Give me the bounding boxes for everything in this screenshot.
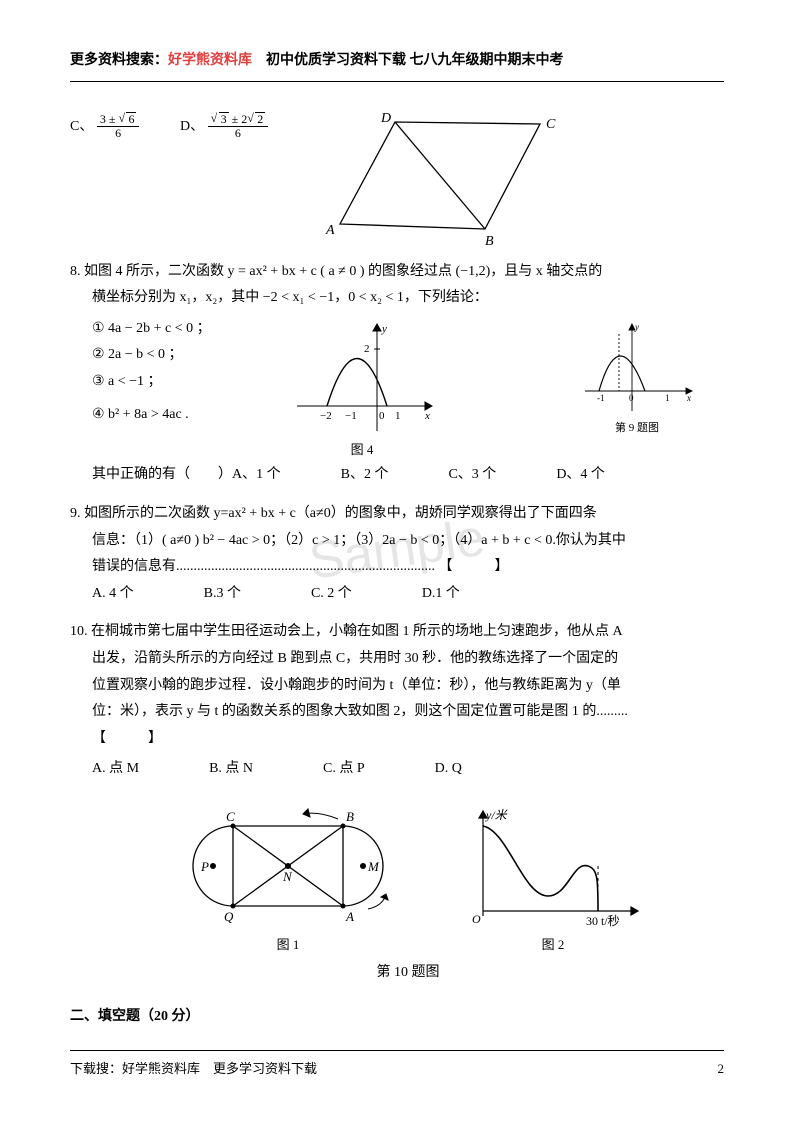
svg-text:x: x	[686, 393, 691, 403]
q10-c: C. 点 P	[323, 756, 365, 783]
q9-smallfig-label: 第 9 题图	[577, 418, 697, 439]
q8-line1: 8. 如图 4 所示，二次函数 y = ax² + bx + c ( a ≠ 0…	[70, 259, 724, 286]
q9-l1: 9. 如图所示的二次函数 y=ax² + bx + c（a≠0）的图象中，胡娇同…	[70, 501, 724, 528]
q10-d: D. Q	[435, 756, 462, 783]
q10-b: B. 点 N	[209, 756, 253, 783]
q8-opt-d: D、4 个	[556, 462, 605, 489]
svg-text:0: 0	[379, 410, 385, 422]
q8-opt-b: B、2 个	[341, 462, 389, 489]
fig4-label: 图 4	[287, 438, 437, 463]
q9-c: C. 2 个	[311, 581, 352, 608]
svg-text:N: N	[282, 869, 293, 884]
page-footer: 下载搜：好学熊资料库 更多学习资料下载 2	[70, 1050, 724, 1082]
question-9: 9. 如图所示的二次函数 y=ax² + bx + c（a≠0）的图象中，胡娇同…	[70, 501, 724, 607]
svg-text:2: 2	[364, 343, 370, 355]
q8-stmt4: ④ b² + 8a > 4ac .	[92, 402, 247, 429]
fig1-label: 图 1	[168, 933, 408, 958]
svg-text:y: y	[634, 322, 639, 332]
header-lead: 更多资料搜索：	[70, 53, 168, 68]
q10-l3: 位置观察小翰的跑步过程．设小翰跑步的时间为 t（单位：秒），他与教练距离为 y（…	[92, 673, 724, 700]
svg-text:A: A	[345, 909, 354, 924]
svg-text:M: M	[367, 859, 380, 874]
q8-stmt2: ② 2a − b < 0 ；	[92, 342, 247, 369]
svg-text:C: C	[546, 117, 556, 132]
fig2-label: 图 2	[458, 933, 648, 958]
q10-figmain: 第 10 题图	[92, 960, 724, 987]
svg-text:0: 0	[629, 393, 634, 403]
question-10: 10. 在桐城市第七届中学生田径运动会上，小翰在如图 1 所示的场地上匀速跑步，…	[70, 619, 724, 986]
svg-text:1: 1	[665, 393, 670, 403]
svg-text:y: y	[381, 323, 387, 335]
header-tail: 初中优质学习资料下载 七八九年级期中期末中考	[252, 53, 564, 68]
figure-q9-small: -1 0 1 y x 第 9 题图	[577, 316, 697, 439]
q10-l4: 位：米），表示 y 与 t 的函数关系的图象大致如图 2，则这个固定位置可能是图…	[92, 699, 724, 726]
header-red: 好学熊资料库	[168, 53, 252, 68]
q10-brackets: 【 】	[92, 726, 724, 753]
svg-text:−1: −1	[345, 410, 357, 422]
q8-choices-lead: 其中正确的有（ ）A、1 个	[92, 462, 281, 489]
parallelogram-figure: A B C D	[310, 104, 570, 249]
q8-opt-c: C、3 个	[448, 462, 496, 489]
page-number: 2	[718, 1057, 725, 1082]
option-d: D、 3 ± 226	[180, 104, 310, 142]
dotted-line: ........................................…	[176, 559, 435, 574]
q8-line2: 横坐标分别为 x₁，x₂，其中 −2 < x₁ < −1，0 < x₂ < 1，…	[92, 285, 724, 312]
figure-2-curve: y/米 O 30 t/秒 图 2	[458, 801, 648, 958]
svg-text:B: B	[346, 809, 354, 824]
svg-text:O: O	[472, 912, 481, 926]
q8-stmt3: ③ a < −1 ；	[92, 369, 247, 396]
svg-text:C: C	[226, 809, 235, 824]
svg-text:30 t/秒: 30 t/秒	[586, 914, 620, 928]
footer-left: 下载搜：好学熊资料库 更多学习资料下载	[70, 1057, 317, 1082]
q9-b: B.3 个	[204, 581, 241, 608]
q9-d: D.1 个	[422, 581, 460, 608]
option-c: C、 3 ± 66	[70, 104, 180, 142]
svg-text:P: P	[200, 859, 209, 874]
q10-l1: 10. 在桐城市第七届中学生田径运动会上，小翰在如图 1 所示的场地上匀速跑步，…	[70, 619, 724, 646]
q10-a: A. 点 M	[92, 756, 139, 783]
q9-brackets: 【 】	[439, 559, 509, 574]
svg-text:A: A	[325, 223, 335, 238]
svg-text:-1: -1	[597, 393, 605, 403]
q9-a: A. 4 个	[92, 581, 134, 608]
figure-4: −2 −1 01 2 y x 图 4	[287, 316, 437, 463]
q9-l2: 信息：（1）( a≠0 ) b² − 4ac > 0；（2）c > 1；（3）2…	[92, 528, 724, 555]
svg-text:1: 1	[395, 410, 401, 422]
q9-l3-lead: 错误的信息有	[92, 559, 176, 574]
q10-l2: 出发，沿箭头所示的方向经过 B 跑到点 C，共用时 30 秒．他的教练选择了一个…	[92, 646, 724, 673]
svg-text:y/米: y/米	[485, 808, 509, 822]
q8-stmt1: ① 4a − 2b + c < 0 ；	[92, 316, 247, 343]
figure-1-track: C B Q A P M N 图 1	[168, 801, 408, 958]
section-2-title: 二、填空题（20 分）	[70, 1004, 724, 1031]
question-8: 8. 如图 4 所示，二次函数 y = ax² + bx + c ( a ≠ 0…	[70, 259, 724, 489]
svg-text:x: x	[424, 410, 430, 422]
page-header: 更多资料搜索：好学熊资料库 初中优质学习资料下载 七八九年级期中期末中考	[70, 48, 724, 82]
svg-text:Q: Q	[224, 909, 234, 924]
svg-text:D: D	[380, 111, 391, 126]
svg-text:−2: −2	[320, 410, 332, 422]
svg-text:B: B	[485, 234, 494, 249]
